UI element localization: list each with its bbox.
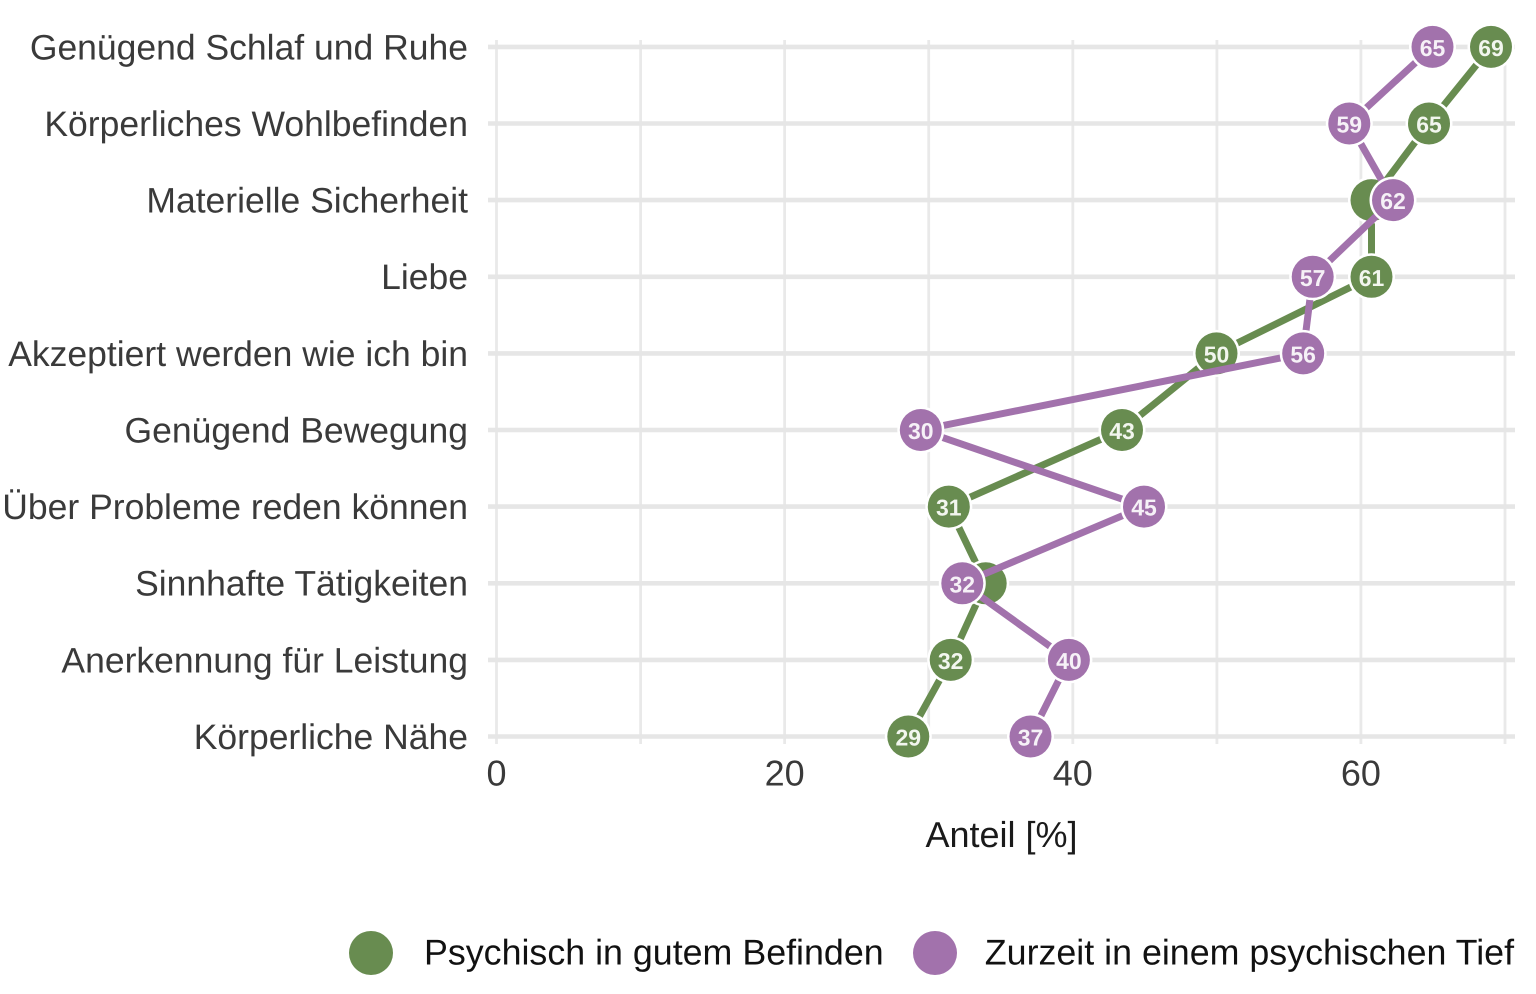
svg-text:Anteil [%]: Anteil [%]	[925, 814, 1077, 855]
svg-text:69: 69	[1478, 35, 1504, 61]
svg-text:45: 45	[1131, 495, 1157, 521]
svg-text:65: 65	[1420, 35, 1446, 61]
svg-text:43: 43	[1109, 418, 1135, 444]
svg-text:Psychisch in gutem Befinden: Psychisch in gutem Befinden	[424, 933, 884, 973]
svg-text:32: 32	[950, 571, 976, 597]
svg-text:Anerkennung für Leistung: Anerkennung für Leistung	[61, 640, 468, 680]
svg-text:Akzeptiert werden wie ich bin: Akzeptiert werden wie ich bin	[8, 334, 468, 374]
svg-text:Genügend Schlaf und Ruhe: Genügend Schlaf und Ruhe	[30, 27, 468, 67]
svg-text:Zurzeit in einem psychischen T: Zurzeit in einem psychischen Tief	[985, 933, 1514, 973]
svg-text:57: 57	[1300, 265, 1326, 291]
svg-text:60: 60	[1341, 753, 1381, 794]
svg-text:30: 30	[908, 418, 934, 444]
svg-text:0: 0	[486, 753, 506, 794]
svg-text:Über Probleme reden können: Über Probleme reden können	[2, 487, 468, 527]
svg-text:50: 50	[1204, 341, 1230, 367]
svg-text:Körperliches Wohlbefinden: Körperliches Wohlbefinden	[44, 104, 468, 144]
svg-text:Liebe: Liebe	[381, 257, 468, 297]
svg-text:Materielle Sicherheit: Materielle Sicherheit	[146, 181, 468, 221]
svg-text:62: 62	[1380, 188, 1406, 214]
svg-text:Sinnhafte Tätigkeiten: Sinnhafte Tätigkeiten	[135, 564, 468, 604]
svg-text:40: 40	[1056, 648, 1082, 674]
svg-text:29: 29	[896, 725, 922, 751]
svg-text:32: 32	[938, 648, 964, 674]
svg-text:59: 59	[1337, 112, 1363, 138]
svg-text:61: 61	[1359, 265, 1385, 291]
svg-text:56: 56	[1290, 341, 1316, 367]
svg-text:65: 65	[1416, 112, 1442, 138]
svg-text:31: 31	[936, 495, 962, 521]
svg-text:40: 40	[1053, 753, 1093, 794]
svg-text:Körperliche Nähe: Körperliche Nähe	[194, 717, 468, 757]
svg-text:37: 37	[1018, 725, 1044, 751]
svg-text:Genügend Bewegung: Genügend Bewegung	[125, 410, 468, 450]
svg-text:20: 20	[765, 753, 805, 794]
